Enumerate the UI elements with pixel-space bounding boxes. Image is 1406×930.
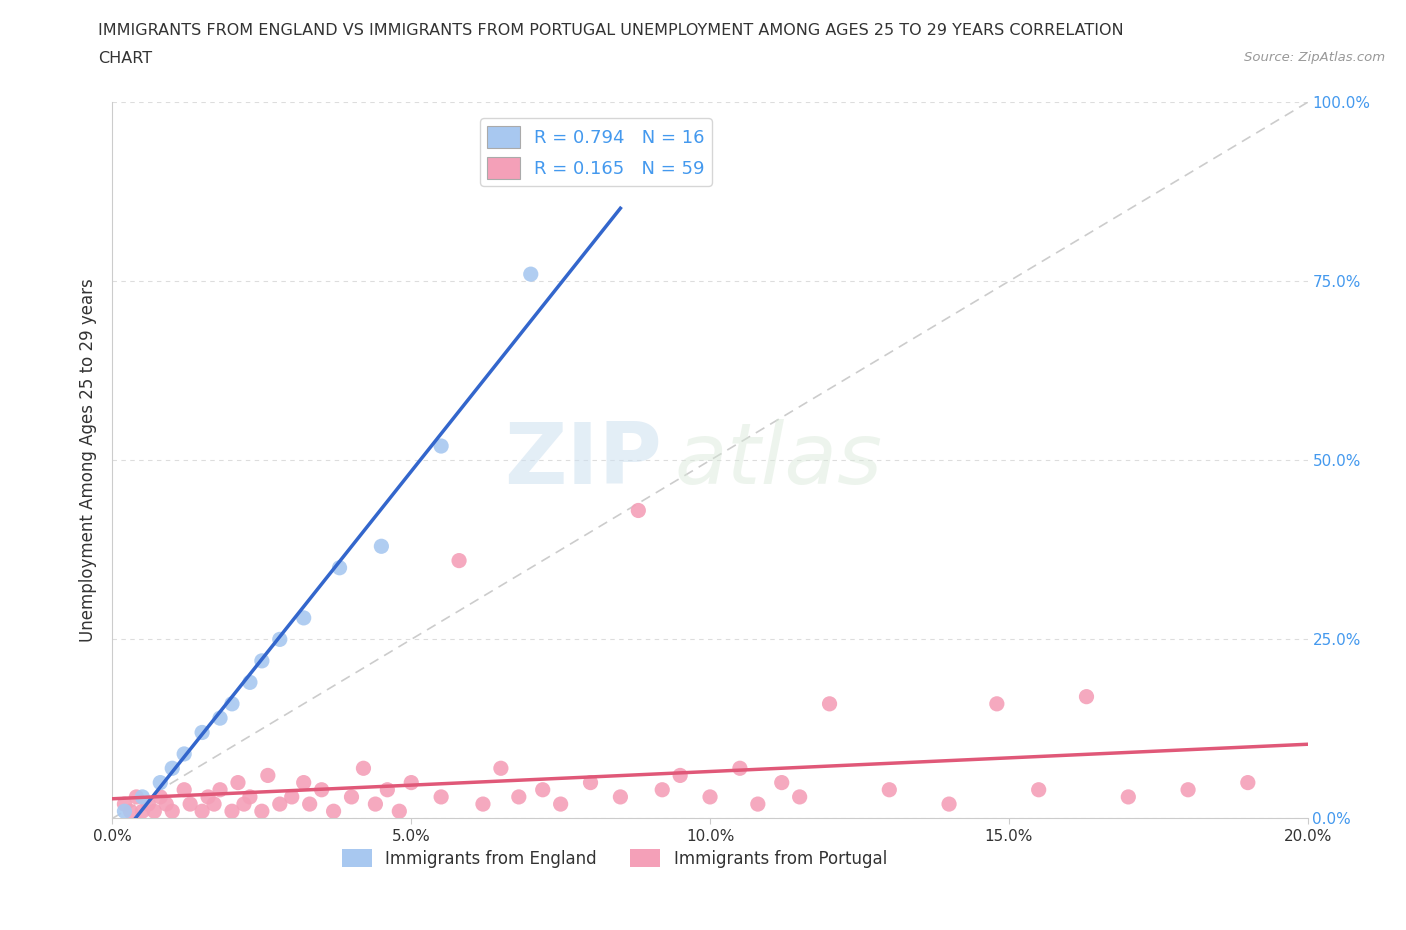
Point bbox=[388, 804, 411, 818]
Point bbox=[292, 776, 315, 790]
Point bbox=[377, 782, 399, 797]
Point bbox=[226, 776, 249, 790]
Point bbox=[239, 675, 262, 690]
Point bbox=[298, 797, 321, 812]
Point bbox=[292, 610, 315, 625]
Point bbox=[789, 790, 811, 804]
Point bbox=[131, 790, 153, 804]
Point bbox=[155, 797, 177, 812]
Point bbox=[221, 804, 243, 818]
Point bbox=[269, 632, 291, 647]
Point bbox=[609, 790, 631, 804]
Point bbox=[818, 697, 841, 711]
Point bbox=[202, 797, 225, 812]
Point bbox=[191, 725, 214, 740]
Y-axis label: Unemployment Among Ages 25 to 29 years: Unemployment Among Ages 25 to 29 years bbox=[79, 278, 97, 643]
Point bbox=[114, 797, 135, 812]
Point bbox=[489, 761, 512, 776]
Point bbox=[550, 797, 572, 812]
Point bbox=[125, 790, 148, 804]
Point bbox=[520, 267, 543, 282]
Point bbox=[162, 761, 183, 776]
Point bbox=[651, 782, 673, 797]
Text: Source: ZipAtlas.com: Source: ZipAtlas.com bbox=[1244, 51, 1385, 64]
Point bbox=[340, 790, 363, 804]
Point bbox=[508, 790, 530, 804]
Point bbox=[370, 538, 392, 553]
Point bbox=[747, 797, 769, 812]
Point bbox=[179, 797, 201, 812]
Point bbox=[531, 782, 554, 797]
Point bbox=[329, 560, 352, 575]
Point bbox=[364, 797, 387, 812]
Point bbox=[221, 697, 243, 711]
Point bbox=[131, 804, 153, 818]
Point bbox=[699, 790, 721, 804]
Point bbox=[257, 768, 280, 783]
Point bbox=[311, 782, 333, 797]
Point bbox=[149, 776, 172, 790]
Point bbox=[627, 503, 650, 518]
Point bbox=[250, 804, 273, 818]
Text: ZIP: ZIP bbox=[505, 418, 662, 502]
Point bbox=[401, 776, 423, 790]
Text: IMMIGRANTS FROM ENGLAND VS IMMIGRANTS FROM PORTUGAL UNEMPLOYMENT AMONG AGES 25 T: IMMIGRANTS FROM ENGLAND VS IMMIGRANTS FR… bbox=[98, 23, 1123, 38]
Point bbox=[1118, 790, 1140, 804]
Point bbox=[1028, 782, 1050, 797]
Point bbox=[1177, 782, 1199, 797]
Point bbox=[430, 790, 453, 804]
Point bbox=[269, 797, 291, 812]
Point bbox=[281, 790, 304, 804]
Text: CHART: CHART bbox=[98, 51, 152, 66]
Point bbox=[322, 804, 344, 818]
Text: atlas: atlas bbox=[675, 418, 882, 502]
Point bbox=[728, 761, 751, 776]
Point bbox=[149, 790, 172, 804]
Point bbox=[986, 697, 1008, 711]
Point bbox=[579, 776, 602, 790]
Point bbox=[879, 782, 901, 797]
Point bbox=[472, 797, 495, 812]
Point bbox=[173, 782, 195, 797]
Point bbox=[250, 654, 273, 669]
Point bbox=[197, 790, 219, 804]
Point bbox=[138, 797, 160, 812]
Point bbox=[209, 782, 232, 797]
Point bbox=[191, 804, 214, 818]
Point bbox=[770, 776, 793, 790]
Point bbox=[233, 797, 256, 812]
Point bbox=[173, 747, 195, 762]
Point bbox=[1237, 776, 1260, 790]
Point bbox=[938, 797, 960, 812]
Point bbox=[239, 790, 262, 804]
Point bbox=[1076, 689, 1098, 704]
Point bbox=[143, 804, 166, 818]
Point bbox=[669, 768, 692, 783]
Point bbox=[120, 804, 142, 818]
Point bbox=[353, 761, 375, 776]
Point bbox=[430, 439, 453, 454]
Point bbox=[209, 711, 232, 725]
Point bbox=[114, 804, 135, 818]
Point bbox=[162, 804, 183, 818]
Legend: Immigrants from England, Immigrants from Portugal: Immigrants from England, Immigrants from… bbox=[335, 843, 894, 874]
Point bbox=[449, 553, 471, 568]
